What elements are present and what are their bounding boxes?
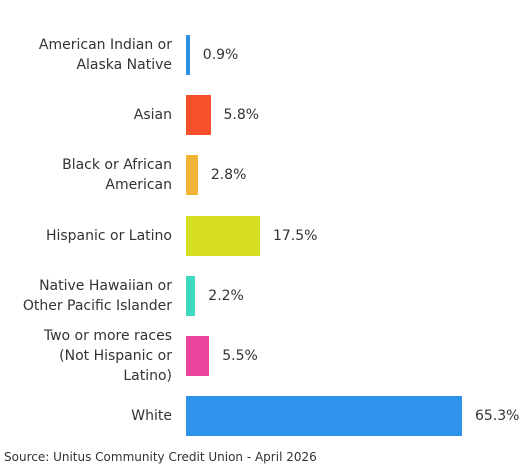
- category-label: Asian: [133, 107, 172, 124]
- category-label: Hispanic or Latino: [45, 227, 172, 244]
- value-label: 2.8%: [210, 167, 247, 184]
- value-label: 17.5%: [272, 227, 318, 244]
- bar: [186, 155, 198, 196]
- value-label: 65.3%: [475, 408, 520, 425]
- bar: [186, 215, 260, 256]
- category-label: Two or more races (Not Hispanic or Latin…: [43, 328, 172, 384]
- bar: [186, 95, 211, 136]
- value-label: 5.8%: [223, 107, 260, 124]
- bar: [186, 275, 196, 316]
- value-label: 0.9%: [202, 47, 239, 63]
- category-label: Black or African American: [62, 157, 172, 194]
- bar: [186, 396, 462, 437]
- category-label: Native Hawaiian or Other Pacific Islande…: [22, 277, 172, 314]
- category-label: White: [131, 408, 172, 425]
- source: Source: Unitus Community Credit Union - …: [4, 450, 317, 464]
- value-label: 5.5%: [222, 348, 258, 364]
- value-label: 2.2%: [208, 287, 244, 304]
- bar: [186, 336, 210, 376]
- category-label: American Indian or Alaska Native: [38, 37, 172, 73]
- bar: [186, 35, 190, 75]
